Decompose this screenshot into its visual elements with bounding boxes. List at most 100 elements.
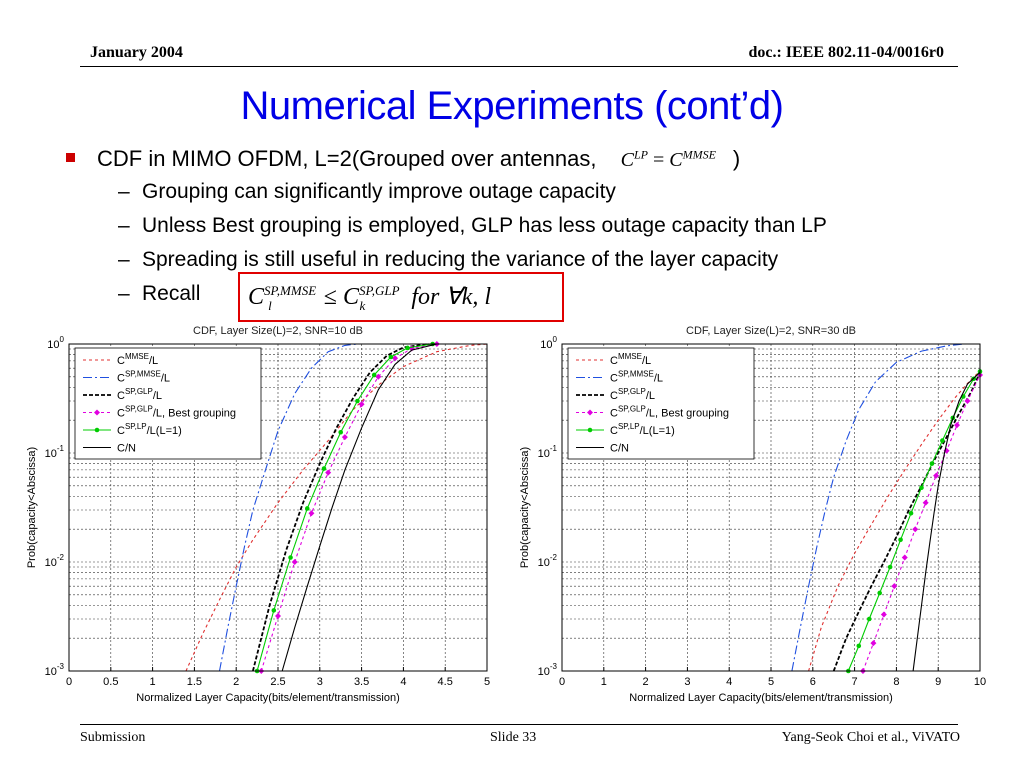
- legend-marker: [94, 409, 100, 416]
- series-point: [898, 537, 903, 543]
- footer-submission: Submission: [80, 730, 146, 745]
- series-point: [355, 398, 360, 404]
- series-point: [308, 510, 315, 517]
- recall-sup1: SP,MMSE: [264, 283, 317, 298]
- legend-entry: CSP,GLP/L: [117, 387, 162, 402]
- y-tick-label: 10-2: [538, 553, 558, 569]
- x-tick-label: 10: [974, 676, 986, 688]
- series-point: [866, 616, 872, 622]
- sub-bullet-3: – Spreading is still useful in reducing t…: [118, 248, 779, 271]
- series-line-3: [862, 374, 981, 672]
- series-line-5: [281, 343, 437, 672]
- legend-entry: CSP,LP/L(L=1): [610, 422, 675, 437]
- recall-formula: CSP,MMSEl ≤ CSP,GLPk for ∀k, l: [248, 282, 491, 314]
- legend-entry: CSP,LP/L(L=1): [117, 422, 182, 437]
- series-point: [358, 401, 365, 408]
- series-point: [870, 640, 877, 647]
- legend-entry: CSP,MMSE/L: [117, 370, 170, 385]
- legend-marker: [94, 427, 100, 433]
- cdf-chart-snr30-svg: CDF, Layer Size(L)=2, SNR=30 dB 0 1 2 3 4 5 6 7 8…: [519, 325, 986, 704]
- legend-entry: CSP,MMSE/L: [610, 370, 663, 385]
- y-tick-label: 10-3: [538, 662, 558, 678]
- header-rule: [80, 66, 958, 67]
- legend-entry: CSP,GLP/L: [610, 387, 655, 402]
- formula-equals: =: [652, 149, 665, 171]
- series-point: [929, 461, 935, 466]
- series-point: [325, 469, 332, 476]
- formula-c-mmse: C: [669, 149, 683, 171]
- series-point: [964, 397, 971, 404]
- series-line-5: [912, 371, 981, 672]
- series-point: [375, 373, 382, 380]
- x-tick-label: 3: [317, 676, 323, 688]
- x-tick-label: 0: [66, 676, 72, 688]
- header-doc-id: doc.: IEEE 802.11-04/0016r0: [748, 44, 944, 61]
- x-axis-label: Normalized Layer Capacity(bits/element/t…: [629, 692, 892, 704]
- x-tick-label: 7: [852, 676, 858, 688]
- x-tick-label: 2: [233, 676, 239, 688]
- recall-tail: for ∀k, l: [411, 284, 492, 310]
- recall-sub2: k: [359, 297, 366, 313]
- recall-leq: ≤: [323, 284, 337, 310]
- series-point: [371, 372, 377, 378]
- formula-c-lp: C: [620, 149, 634, 171]
- sub-bullet-2-text: Unless Best grouping is employed, GLP ha…: [142, 214, 827, 237]
- series-point: [954, 422, 961, 429]
- series-point: [321, 466, 327, 471]
- y-tick-label: 10-3: [45, 662, 65, 678]
- sub-bullet-3-text: Spreading is still useful in reducing th…: [142, 248, 779, 271]
- cdf-chart-snr30: CDF, Layer Size(L)=2, SNR=30 dB 0 1 2 3 4 5 6 7 8…: [515, 318, 995, 718]
- series-point: [388, 354, 394, 360]
- series-point: [901, 554, 908, 561]
- recall-formula-box: CSP,MMSEl ≤ CSP,GLPk for ∀k, l: [238, 272, 564, 322]
- cdf-chart-snr10: CDF, Layer Size(L)=2, SNR=10 dB 0 0.5 1 1.5 2…: [22, 318, 502, 718]
- series-point: [341, 434, 348, 441]
- series-point: [919, 485, 924, 491]
- series-point: [392, 355, 399, 362]
- slide-title: Numerical Experiments (cont’d): [240, 84, 784, 128]
- series-point: [891, 583, 898, 590]
- series-line-4: [847, 371, 981, 672]
- series-point: [405, 345, 410, 351]
- chart-title: CDF, Layer Size(L)=2, SNR=30 dB: [686, 325, 856, 337]
- series-point: [856, 643, 862, 649]
- recall-sup2: SP,GLP: [358, 283, 400, 298]
- legend-entry: C/N: [610, 443, 629, 455]
- x-tick-label: 5: [768, 676, 774, 688]
- y-axis-label: Prob(capacity<Abscissa): [26, 447, 38, 568]
- formula-sup-lp: LP: [633, 147, 648, 162]
- legend-entry: CSP,GLP/L, Best grouping: [117, 405, 236, 420]
- legend-marker: [587, 427, 593, 433]
- series-point: [933, 472, 940, 479]
- series-point: [291, 559, 298, 565]
- series-point: [304, 506, 310, 511]
- sub-bullet-4-text: Recall: [142, 282, 201, 305]
- bullet-main-close: ): [732, 146, 741, 171]
- sub-bullet-1: – Grouping can significantly improve outa…: [118, 180, 616, 203]
- series-point: [940, 438, 945, 443]
- x-tick-label: 2: [643, 676, 649, 688]
- sub-bullet-4: – Recall: [118, 282, 201, 305]
- y-tick-label: 100: [47, 335, 64, 351]
- cdf-chart-snr10-svg: CDF, Layer Size(L)=2, SNR=10 dB 0 0.5 1 1.5 2…: [26, 325, 490, 704]
- legend-entry: CSP,GLP/L, Best grouping: [610, 405, 729, 420]
- header-date: January 2004: [90, 44, 183, 61]
- x-tick-label: 2.5: [270, 676, 285, 688]
- series-point: [908, 510, 914, 516]
- x-axis-label: Normalized Layer Capacity(bits/element/t…: [136, 692, 399, 704]
- footer-rule: [80, 724, 958, 725]
- x-tick-label: 3.5: [354, 676, 369, 688]
- x-tick-label: 5: [484, 676, 490, 688]
- y-tick-label: 100: [540, 335, 557, 351]
- series-point: [912, 526, 919, 533]
- series-point: [877, 590, 882, 596]
- y-tick-label: 10-2: [45, 553, 65, 569]
- y-tick-label: 10-1: [45, 444, 65, 460]
- sub-bullet-2: – Unless Best grouping is employed, GLP h…: [118, 214, 827, 237]
- x-tick-label: 0: [559, 676, 565, 688]
- x-tick-label: 9: [935, 676, 941, 688]
- x-tick-label: 1: [150, 676, 156, 688]
- y-tick-label: 10-1: [538, 444, 558, 460]
- footer-slide-number: Slide 33: [490, 730, 537, 745]
- series-point: [288, 555, 293, 560]
